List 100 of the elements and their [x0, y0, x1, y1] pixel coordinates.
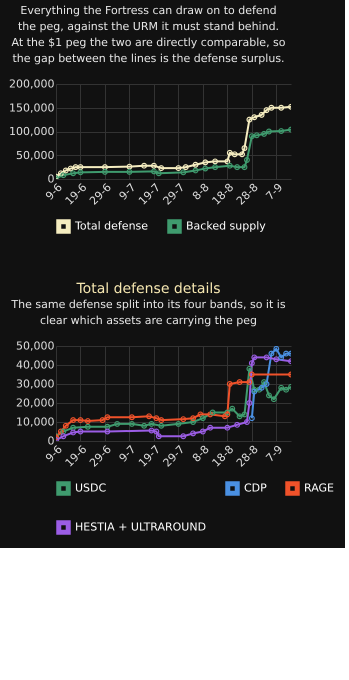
point: [244, 419, 250, 425]
point: [114, 420, 120, 427]
point: [278, 104, 284, 111]
point: [224, 158, 230, 164]
point: [62, 168, 69, 174]
point: [234, 422, 240, 428]
point: [264, 381, 270, 387]
point: [207, 411, 214, 418]
point: [84, 418, 91, 424]
point: [202, 159, 208, 166]
point: [190, 430, 196, 436]
point: [246, 116, 252, 123]
text: the gap between the lines is the defense surplus.: [12, 52, 285, 65]
x-tick-label: 9-7: [116, 180, 138, 203]
x-tick-label: 9-7: [116, 442, 138, 465]
point: [236, 413, 243, 420]
point: [104, 424, 110, 430]
point: [242, 164, 248, 170]
point: [102, 164, 108, 170]
point: [58, 170, 64, 176]
point: [270, 396, 277, 402]
point: [248, 133, 255, 140]
point: [278, 384, 284, 391]
point: [197, 411, 204, 418]
point: [70, 424, 76, 431]
point: [102, 168, 108, 175]
point: [192, 168, 198, 174]
point: [78, 417, 84, 424]
point: [258, 112, 265, 118]
text: the peg, against the URM it must stand behind.: [18, 20, 280, 33]
x-tick-label: 7-9: [263, 442, 286, 465]
point: [58, 428, 64, 434]
legend-label: HESTIA + ULTRAROUND: [75, 520, 206, 534]
point: [60, 428, 66, 434]
point: [278, 128, 284, 134]
point: [264, 107, 270, 114]
point: [261, 130, 268, 137]
point: [234, 164, 240, 170]
point: [248, 372, 255, 378]
text: Everything the Fortress can draw on to defend: [20, 4, 277, 17]
point: [273, 346, 280, 352]
legend-label: RAGE: [304, 482, 334, 494]
point: [251, 354, 258, 360]
point: [175, 165, 182, 172]
point: [236, 379, 243, 386]
point: [246, 400, 252, 406]
point: [153, 428, 160, 434]
point: [256, 386, 262, 393]
point: [222, 413, 228, 420]
point: [268, 350, 274, 357]
legend-label: Total defense: [74, 220, 148, 232]
point: [158, 422, 164, 429]
point: [264, 354, 270, 360]
point: [273, 356, 280, 362]
point: [126, 164, 132, 170]
point: [190, 419, 196, 425]
y-tick-label: 40,000: [16, 358, 54, 372]
point: [175, 420, 182, 427]
y-tick-label: 30,000: [16, 378, 54, 390]
point: [180, 169, 186, 176]
y-tick-label: 150,000: [9, 101, 54, 114]
point: [148, 428, 154, 434]
point: [283, 386, 290, 393]
point: [70, 430, 76, 436]
point: [266, 128, 272, 134]
point: [62, 422, 69, 429]
point: [180, 433, 186, 440]
point: [156, 170, 162, 176]
y-tick-label: 0: [48, 434, 54, 448]
point: [150, 168, 157, 174]
legend-label: USDC: [75, 482, 107, 494]
point: [242, 411, 248, 418]
point: [128, 414, 135, 420]
point: [78, 428, 84, 434]
point: [128, 420, 135, 427]
point: [268, 104, 274, 111]
y-tick-label: 10,000: [16, 416, 54, 428]
point: [146, 413, 152, 420]
point: [202, 166, 208, 172]
point: [192, 162, 198, 168]
point: [104, 428, 110, 434]
point: [70, 170, 76, 176]
point: [248, 360, 255, 366]
chart-title: Total defense details: [75, 281, 221, 297]
point: [210, 410, 216, 416]
point: [251, 114, 258, 120]
text: clear which assets are carrying the peg: [40, 314, 257, 327]
point: [126, 168, 132, 175]
point: [261, 379, 268, 386]
x-tick-label: 8-8: [190, 442, 212, 465]
point: [148, 420, 154, 427]
point: [207, 424, 214, 431]
y-tick-label: 100,000: [9, 125, 54, 138]
point: [150, 162, 157, 169]
point: [141, 162, 148, 169]
point: [212, 164, 218, 170]
point: [266, 392, 272, 398]
point: [156, 433, 162, 440]
point: [68, 166, 74, 172]
point: [78, 164, 84, 170]
